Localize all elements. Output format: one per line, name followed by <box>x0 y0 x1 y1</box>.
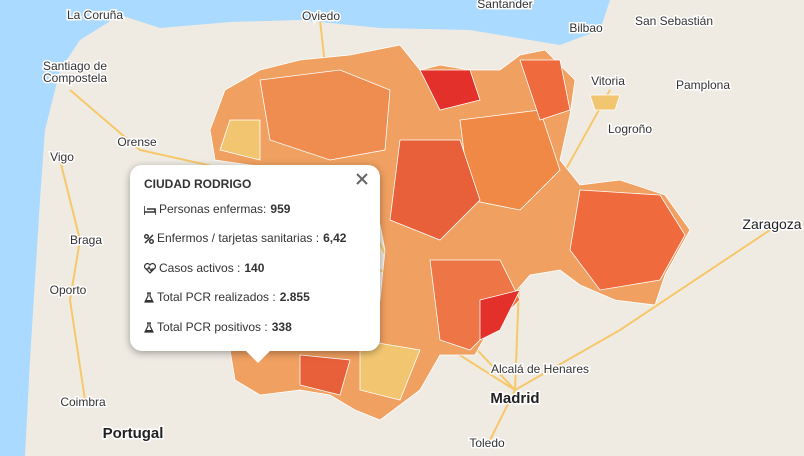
regions <box>209 44 691 421</box>
popup-row: Total PCR positivos :338 <box>144 319 292 335</box>
place-label: Braga <box>70 233 102 247</box>
place-label: Compostela <box>43 71 107 85</box>
place-label: Bilbao <box>569 21 603 35</box>
place-labels: La Coruña Oviedo Santander Bilbao San Se… <box>41 0 803 452</box>
row-label: Personas enfermas: <box>159 202 267 216</box>
row-value: 2.855 <box>279 290 310 304</box>
icon <box>144 292 154 303</box>
place-label: Portugal <box>103 425 164 442</box>
place-label: Madrid <box>490 390 539 407</box>
place-label: Coimbra <box>60 395 106 409</box>
popup-row: Total PCR realizados :2.855 <box>144 289 310 305</box>
row-value: 6,42 <box>323 231 347 245</box>
row-label: Enfermos / tarjetas sanitarias : <box>157 231 320 245</box>
place-label: Santander <box>477 0 532 11</box>
icon <box>144 263 156 275</box>
row-label: Total PCR realizados : <box>157 290 276 304</box>
row-value: 959 <box>270 202 291 216</box>
place-label: Oporto <box>50 283 87 297</box>
place-label: Alcalá de Henares <box>491 362 589 376</box>
place-label: Zaragoza <box>742 216 801 232</box>
row-label: Total PCR positivos : <box>157 320 268 334</box>
popup-title: CIUDAD RODRIGO <box>144 177 252 191</box>
popup-row: Enfermos / tarjetas sanitarias :6,42 <box>144 230 346 246</box>
place-label: Orense <box>117 135 157 149</box>
place-label: Oviedo <box>302 9 340 23</box>
icon <box>144 233 154 244</box>
popup-row: Casos activos :140 <box>144 260 264 276</box>
place-label: Logroño <box>608 122 652 136</box>
place-label: Santiago de <box>43 59 107 73</box>
place-label: Toledo <box>469 436 505 450</box>
popup-row: Personas enfermas: 959 <box>143 201 291 217</box>
place-label: Pamplona <box>676 78 730 92</box>
close-button[interactable] <box>354 171 370 187</box>
icon <box>144 322 154 333</box>
place-label: La Coruña <box>67 8 123 22</box>
row-value: 338 <box>271 320 292 334</box>
row-value: 140 <box>244 261 265 275</box>
icon <box>143 205 157 215</box>
popup: CIUDAD RODRIGO Personas enfermas: 959 Enf… <box>130 165 380 363</box>
place-label: Vigo <box>50 150 74 164</box>
place-label: Vitoria <box>591 74 625 88</box>
sea <box>0 0 610 456</box>
place-label: San Sebastián <box>635 14 713 28</box>
row-label: Casos activos : <box>159 261 241 275</box>
